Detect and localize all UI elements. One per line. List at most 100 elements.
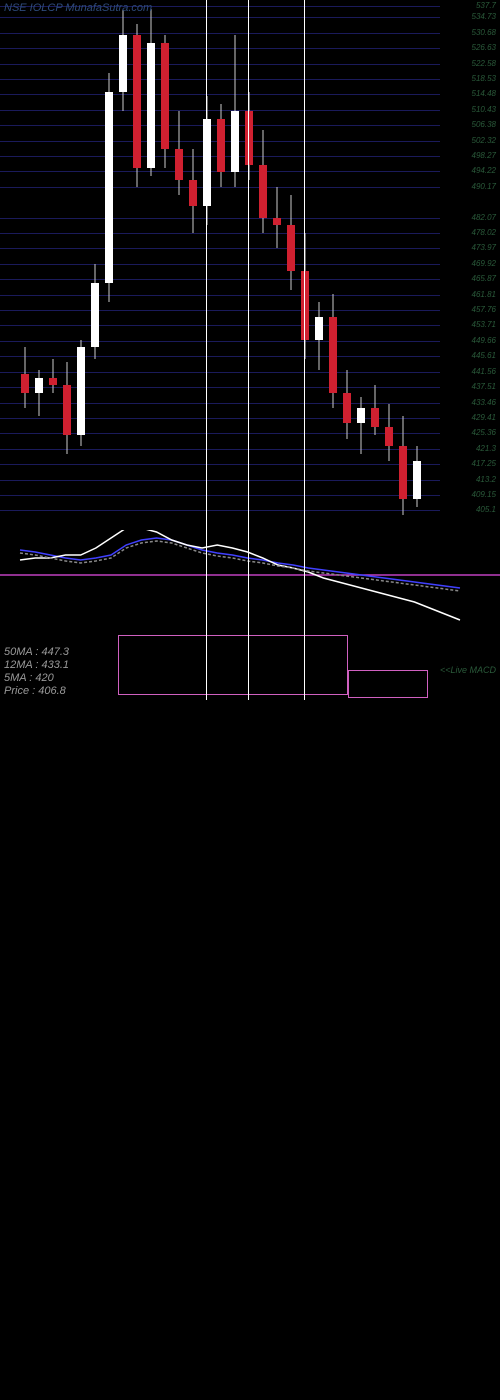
info-panel: 50MA : 447.3 12MA : 433.1 5MA : 420 Pric…: [4, 646, 69, 698]
candlestick: [146, 0, 156, 530]
price-axis-label: 441.56: [472, 367, 496, 376]
candle-body: [105, 92, 113, 282]
candlestick: [118, 0, 128, 530]
candle-body: [77, 347, 85, 434]
candle-body: [189, 180, 197, 207]
candle-body: [245, 111, 253, 164]
price-axis-label: 429.41: [472, 413, 496, 422]
candlestick: [384, 0, 394, 530]
price-axis-label: 469.92: [472, 259, 496, 268]
ma5-text: 5MA : 420: [4, 672, 69, 684]
candlestick: [328, 0, 338, 530]
price-axis-label: 526.63: [472, 43, 496, 52]
price-axis-label: 490.17: [472, 182, 496, 191]
price-axis-label: 453.71: [472, 320, 496, 329]
candle-body: [63, 385, 71, 434]
price-axis-label: 413.2: [476, 475, 496, 484]
live-macd-label: <<Live MACD: [440, 665, 496, 675]
candlestick: [370, 0, 380, 530]
candlestick: [244, 0, 254, 530]
price-axis-label: 421.3: [476, 444, 496, 453]
candle-body: [357, 408, 365, 423]
price-axis-label: 502.32: [472, 136, 496, 145]
candlestick: [188, 0, 198, 530]
candle-body: [203, 119, 211, 206]
candle-body: [259, 165, 267, 218]
candle-body: [21, 374, 29, 393]
candlestick: [62, 0, 72, 530]
candle-body: [119, 35, 127, 92]
price-axis-label: 510.43: [472, 105, 496, 114]
candlestick: [104, 0, 114, 530]
candlestick: [286, 0, 296, 530]
price-axis-label: 437.51: [472, 382, 496, 391]
candle-body: [147, 43, 155, 169]
candle-body: [315, 317, 323, 340]
price-panel: 537.7534.73530.68526.63522.58518.53514.4…: [0, 0, 500, 530]
price-axis-label: 405.1: [476, 505, 496, 514]
candlestick: [216, 0, 226, 530]
price-axis-label: 465.87: [472, 274, 496, 283]
price-axis-label: 514.48: [472, 89, 496, 98]
candlestick: [76, 0, 86, 530]
candlestick: [34, 0, 44, 530]
price-axis-label: 473.97: [472, 243, 496, 252]
candle-body: [273, 218, 281, 226]
candlestick: [412, 0, 422, 530]
candlestick: [90, 0, 100, 530]
candle-body: [301, 271, 309, 339]
price-axis-label: 417.25: [472, 459, 496, 468]
price-axis-label: 482.07: [472, 213, 496, 222]
candlestick: [132, 0, 142, 530]
candle-body: [329, 317, 337, 393]
price-axis-label: 506.38: [472, 120, 496, 129]
vertical-marker-line: [304, 0, 305, 700]
candle-body: [413, 461, 421, 499]
candlestick: [272, 0, 282, 530]
price-text: Price : 406.8: [4, 685, 69, 697]
candlestick: [356, 0, 366, 530]
candlestick: [398, 0, 408, 530]
price-axis-label: 498.27: [472, 151, 496, 160]
candle-body: [385, 427, 393, 446]
stock-chart-container: NSE IOLCP MunafaSutra.com 537.7534.73530…: [0, 0, 500, 700]
price-axis-label: 409.15: [472, 490, 496, 499]
candle-body: [91, 283, 99, 348]
price-axis-label: 425.36: [472, 428, 496, 437]
candlestick: [258, 0, 268, 530]
indicator-line: [20, 541, 460, 591]
price-axis-label: 494.22: [472, 166, 496, 175]
price-axis-label: 537.7: [476, 1, 496, 10]
candle-body: [287, 225, 295, 271]
candle-body: [49, 378, 57, 386]
price-axis-label: 478.02: [472, 228, 496, 237]
price-axis-label: 518.53: [472, 74, 496, 83]
candlestick: [20, 0, 30, 530]
candlestick: [202, 0, 212, 530]
candlestick: [174, 0, 184, 530]
candle-body: [217, 119, 225, 172]
candle-body: [133, 35, 141, 168]
candle-wick: [361, 397, 362, 454]
candlestick: [314, 0, 324, 530]
indicator-box: [118, 635, 348, 695]
candle-body: [399, 446, 407, 499]
price-axis-label: 445.61: [472, 351, 496, 360]
candle-wick: [53, 359, 54, 393]
candle-body: [231, 111, 239, 172]
ma12-text: 12MA : 433.1: [4, 659, 69, 671]
candlestick: [342, 0, 352, 530]
candle-body: [343, 393, 351, 423]
chart-title: NSE IOLCP MunafaSutra.com: [4, 2, 152, 14]
candle-body: [161, 43, 169, 150]
price-axis-label: 433.46: [472, 398, 496, 407]
candlestick: [230, 0, 240, 530]
candle-body: [175, 149, 183, 179]
price-axis-label: 449.66: [472, 336, 496, 345]
macd-panel: [0, 530, 500, 630]
candlestick: [48, 0, 58, 530]
ma50-text: 50MA : 447.3: [4, 646, 69, 658]
price-axis-label: 457.76: [472, 305, 496, 314]
vertical-marker-line: [248, 0, 249, 700]
vertical-marker-line: [206, 0, 207, 700]
